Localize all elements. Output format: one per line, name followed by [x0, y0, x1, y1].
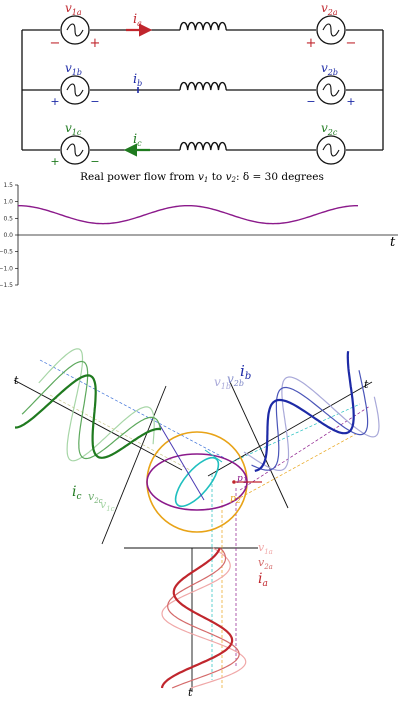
- p2-label: p2: [230, 494, 241, 505]
- axis-b-amplitude: [229, 381, 289, 509]
- v1-label: v1b: [65, 61, 82, 77]
- phase-row-c: v1c + − v2c ic: [22, 121, 383, 168]
- t-label-a: t: [188, 686, 193, 699]
- branch-c-labels: ic v2c v1c: [72, 484, 115, 513]
- p1-label: p1: [237, 474, 248, 485]
- y-tick-label: 0.5: [3, 215, 13, 222]
- branch-b-labels: v1b v2b ib: [214, 362, 251, 391]
- waveform-v2a: [167, 547, 240, 689]
- phasor-line: [157, 421, 205, 501]
- real-power-series-line: [18, 205, 358, 225]
- projection-line: [235, 433, 357, 501]
- phasor-waveform-diagram: p1 p2 t t t v1b v2b ib ic v2c v1c v1a v2…: [13, 348, 380, 699]
- inductor-c: [179, 141, 227, 151]
- v2a-label: v2a: [258, 556, 273, 571]
- source-v1a: v1a − +: [50, 1, 101, 51]
- v1-label: v1c: [65, 121, 82, 137]
- y-tick-label: 0.0: [3, 232, 13, 239]
- polarity-sign: +: [346, 95, 355, 108]
- y-tick-label: −1.5: [0, 282, 13, 289]
- chart-title: Real power flow from v1 to v2: δ = 30 de…: [80, 171, 324, 184]
- sine-glyph-icon: [322, 23, 340, 37]
- polarity-sign: −: [50, 36, 61, 51]
- y-tick-label: −1.0: [0, 265, 13, 272]
- source-v1b: v1b + −: [50, 61, 99, 108]
- source-v2b: v2b − +: [306, 61, 355, 108]
- inductor-b: [179, 81, 227, 91]
- v1c-label: v1c: [100, 498, 115, 513]
- waveform-v1b: [243, 376, 380, 471]
- polarity-sign: +: [306, 36, 317, 51]
- waveform-ic: [15, 374, 162, 459]
- inductor-a: [179, 21, 227, 31]
- rotating-phasor-circle: [146, 431, 248, 533]
- source-v1c: v1c + −: [50, 121, 99, 168]
- polarity-sign: −: [90, 155, 99, 168]
- sine-glyph-icon: [322, 83, 340, 97]
- waveform-ib: [254, 351, 355, 472]
- waveform-ia: [160, 547, 234, 689]
- ib-label: ib: [240, 362, 251, 382]
- sine-glyph-icon: [322, 143, 340, 157]
- t-label-c: t: [14, 374, 19, 387]
- projection-line: [39, 359, 233, 463]
- polarity-sign: +: [90, 36, 101, 51]
- polarity-sign: −: [306, 95, 315, 108]
- y-tick-label: 1.0: [3, 199, 13, 206]
- source-v2c: v2c: [316, 121, 346, 165]
- v2-label: v2c: [321, 121, 338, 137]
- y-tick-label: 1.5: [3, 182, 13, 189]
- waveform-v1a: [161, 547, 247, 689]
- ia-label: ia: [258, 571, 268, 589]
- v1-label: v1a: [65, 1, 82, 17]
- phase-row-a: v1a − + v2a + − ia: [22, 1, 383, 51]
- y-tick-label: −0.5: [0, 249, 13, 256]
- axis-b-time: [207, 381, 373, 477]
- p1-point: [232, 480, 236, 484]
- v2b-label: v2b: [227, 372, 244, 388]
- current-a-label: ia: [133, 12, 142, 28]
- polarity-sign: +: [50, 155, 59, 168]
- v2-label: v2b: [321, 61, 338, 77]
- power-flow-chart: Real power flow from v1 to v2: δ = 30 de…: [0, 171, 398, 289]
- axis-c-amplitude: [101, 385, 167, 545]
- x-axis-label: t: [390, 235, 396, 250]
- waveform-v2c: [21, 360, 162, 460]
- phasor-line: [204, 449, 223, 463]
- source-v2a: v2a + −: [306, 1, 357, 51]
- projection-line: [239, 405, 371, 491]
- branch-a-labels: v1a v2a ia: [258, 541, 273, 589]
- v2-label: v2a: [321, 1, 338, 17]
- ic-label: ic: [72, 484, 82, 502]
- v2c-label: v2c: [88, 490, 103, 505]
- projection-line: [49, 394, 191, 471]
- waveform-v1c: [38, 348, 155, 462]
- sine-glyph-icon: [66, 83, 84, 97]
- v1b-label: v1b: [214, 375, 231, 391]
- sine-glyph-icon: [66, 143, 84, 157]
- phase-row-b: v1b + − v2b − + ib: [22, 61, 383, 108]
- polarity-sign: −: [346, 36, 357, 51]
- current-c-label: ic: [133, 132, 142, 148]
- polarity-sign: −: [90, 95, 99, 108]
- polarity-sign: +: [50, 95, 59, 108]
- sine-glyph-icon: [66, 23, 84, 37]
- v1a-label: v1a: [258, 541, 273, 556]
- waveform-v2b: [251, 370, 369, 471]
- current-b-label: ib: [133, 72, 142, 88]
- current-ellipse: [174, 456, 220, 508]
- t-label-b: t: [364, 378, 369, 391]
